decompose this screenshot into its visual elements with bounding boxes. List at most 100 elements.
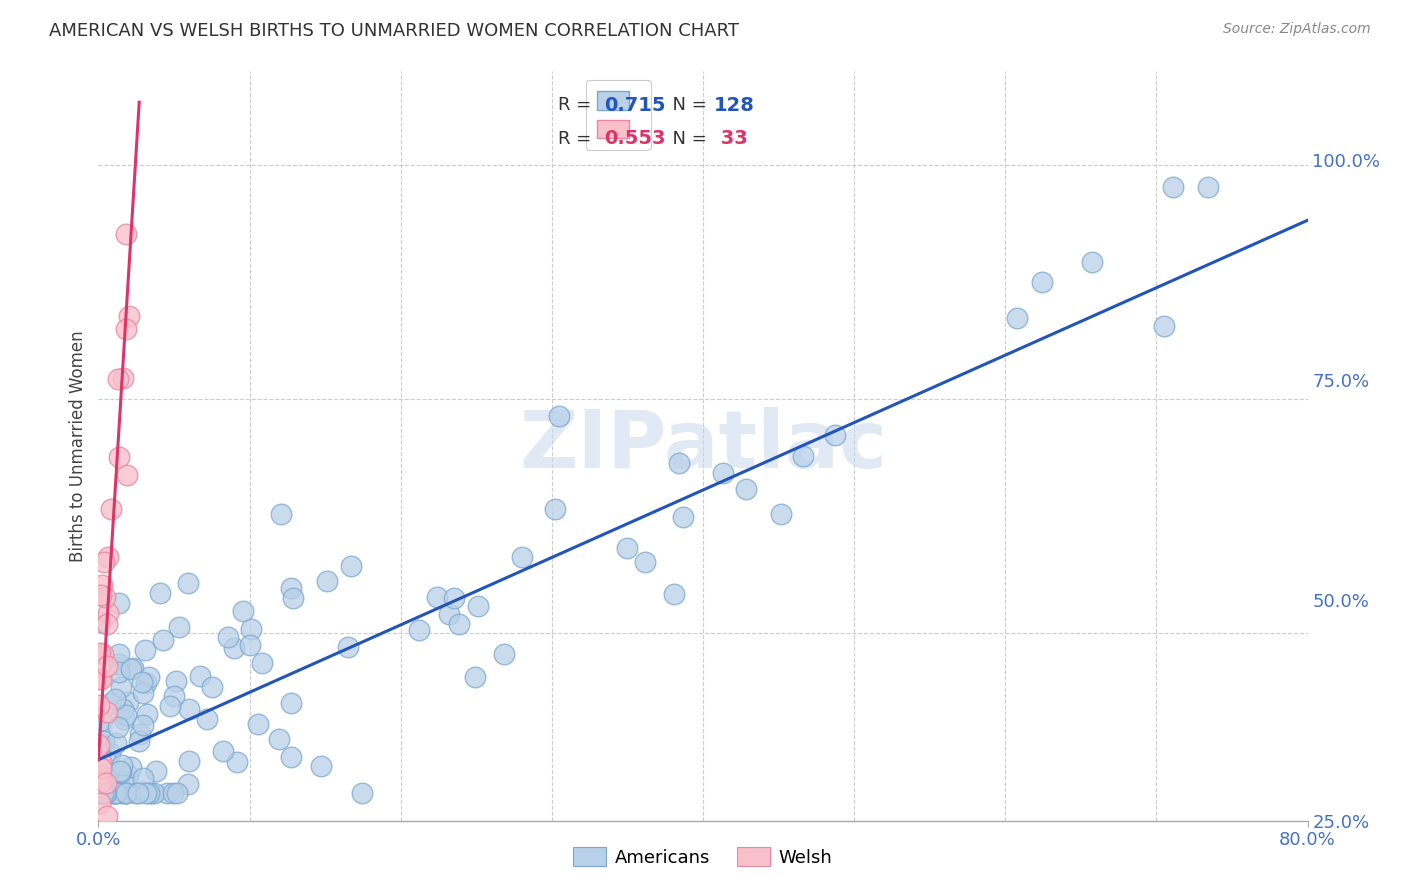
Point bbox=[315, 574, 337, 589]
Point bbox=[217, 630, 239, 644]
Point bbox=[107, 657, 129, 671]
Point bbox=[96, 786, 118, 800]
Point bbox=[250, 656, 273, 670]
Point bbox=[98, 746, 121, 760]
Point bbox=[94, 786, 117, 800]
Text: 128: 128 bbox=[714, 95, 755, 114]
Point bbox=[90, 615, 112, 629]
Point bbox=[149, 586, 172, 600]
Point bbox=[136, 707, 159, 722]
Point bbox=[132, 686, 155, 700]
Point bbox=[120, 662, 142, 676]
Point bbox=[104, 786, 127, 800]
Point bbox=[94, 786, 117, 800]
Point bbox=[89, 723, 111, 738]
Point bbox=[111, 786, 134, 800]
Point bbox=[111, 702, 134, 716]
Text: 0.553: 0.553 bbox=[603, 129, 665, 148]
Point bbox=[283, 591, 305, 605]
Point bbox=[112, 712, 135, 726]
Point bbox=[89, 776, 111, 790]
Point bbox=[159, 698, 181, 713]
Point bbox=[100, 502, 122, 516]
Point bbox=[247, 716, 270, 731]
Text: 33: 33 bbox=[714, 129, 748, 148]
Point bbox=[127, 786, 149, 800]
Point bbox=[117, 768, 139, 782]
Point bbox=[735, 482, 758, 496]
Point bbox=[97, 606, 120, 620]
Point bbox=[152, 633, 174, 648]
Point bbox=[108, 648, 131, 662]
Point bbox=[156, 786, 179, 800]
Point bbox=[1197, 180, 1219, 194]
Point bbox=[467, 599, 489, 613]
Text: Source: ZipAtlas.com: Source: ZipAtlas.com bbox=[1223, 22, 1371, 37]
Point bbox=[280, 696, 302, 710]
Point bbox=[267, 731, 290, 746]
Point bbox=[120, 760, 142, 774]
Point bbox=[110, 764, 132, 779]
Point bbox=[770, 507, 793, 521]
Point bbox=[97, 549, 120, 564]
Point bbox=[101, 786, 124, 800]
Point bbox=[90, 673, 112, 687]
Point bbox=[1153, 318, 1175, 333]
Point bbox=[167, 620, 190, 634]
Point bbox=[135, 786, 157, 800]
Point bbox=[90, 755, 112, 769]
Point bbox=[96, 809, 118, 823]
Point bbox=[616, 541, 638, 555]
Point bbox=[711, 467, 734, 481]
Point bbox=[138, 786, 160, 800]
Point bbox=[662, 586, 685, 600]
Point bbox=[1161, 180, 1184, 194]
Point bbox=[110, 764, 132, 778]
Point bbox=[115, 786, 138, 800]
Point bbox=[132, 717, 155, 731]
Point bbox=[96, 776, 118, 790]
Point bbox=[544, 502, 567, 516]
Point bbox=[224, 641, 246, 656]
Point bbox=[668, 456, 690, 470]
Point bbox=[112, 370, 135, 384]
Point bbox=[104, 786, 127, 800]
Point bbox=[309, 759, 332, 773]
Point bbox=[110, 766, 132, 780]
Legend: , : , bbox=[586, 80, 651, 150]
Point bbox=[100, 786, 122, 800]
Point bbox=[1005, 311, 1028, 326]
Point bbox=[108, 665, 131, 680]
Point bbox=[426, 590, 449, 604]
Point bbox=[439, 607, 461, 621]
Text: N =: N = bbox=[661, 96, 713, 114]
Point bbox=[165, 673, 187, 688]
Point bbox=[179, 702, 201, 716]
Point bbox=[633, 555, 655, 569]
Point bbox=[177, 576, 200, 591]
Point bbox=[447, 617, 470, 632]
Point bbox=[339, 559, 361, 574]
Point bbox=[93, 556, 115, 570]
Point bbox=[118, 842, 141, 856]
Text: 0.715: 0.715 bbox=[603, 95, 665, 114]
Point bbox=[104, 692, 127, 706]
Point bbox=[142, 786, 165, 800]
Text: R =: R = bbox=[558, 130, 598, 148]
Point bbox=[226, 756, 249, 770]
Point bbox=[107, 720, 129, 734]
Point bbox=[115, 227, 138, 241]
Point bbox=[492, 647, 515, 661]
Point bbox=[131, 785, 153, 799]
Point bbox=[548, 409, 571, 423]
Point bbox=[115, 467, 138, 482]
Point bbox=[111, 757, 134, 772]
Point bbox=[90, 761, 112, 775]
Point bbox=[89, 876, 111, 890]
Point bbox=[93, 733, 115, 747]
Point bbox=[162, 689, 184, 703]
Point bbox=[132, 771, 155, 785]
Point bbox=[280, 749, 302, 764]
Point bbox=[232, 604, 254, 618]
Point bbox=[1080, 255, 1102, 269]
